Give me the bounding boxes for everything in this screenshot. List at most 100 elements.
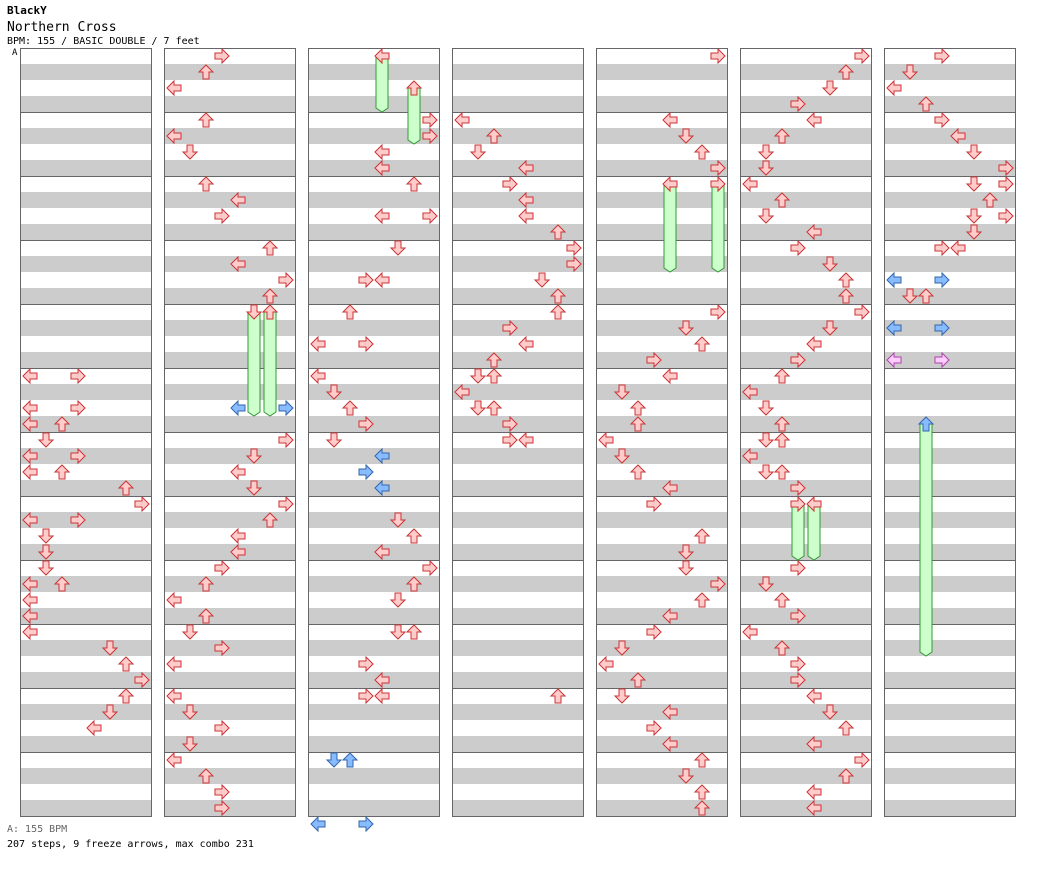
stripe (884, 672, 1016, 688)
down-arrow-step (245, 448, 263, 464)
up-arrow-step (773, 192, 791, 208)
down-arrow-step (325, 384, 343, 400)
up-arrow-step (549, 304, 567, 320)
song-title: Northern Cross (7, 20, 117, 35)
right-arrow-step (134, 495, 150, 513)
right-arrow-step (790, 95, 806, 113)
down-arrow-step (965, 208, 983, 224)
stripe (164, 544, 296, 560)
right-arrow-step (998, 175, 1014, 193)
stripe (596, 288, 728, 304)
right-arrow-step (214, 719, 230, 737)
right-arrow-step (854, 47, 870, 65)
up-arrow-step (341, 752, 359, 768)
left-arrow-step (518, 191, 534, 209)
stripe (452, 576, 584, 592)
left-arrow-step (518, 335, 534, 353)
down-arrow-step (101, 704, 119, 720)
down-arrow-step (757, 464, 775, 480)
left-arrow-step (230, 255, 246, 273)
right-arrow-step (934, 271, 950, 289)
freeze-arrow (375, 55, 389, 113)
left-arrow-step (230, 399, 246, 417)
up-arrow-step (693, 784, 711, 800)
up-arrow-step (773, 368, 791, 384)
up-arrow-step (405, 80, 423, 96)
up-arrow-step (197, 112, 215, 128)
left-arrow-step (22, 415, 38, 433)
left-arrow-step (806, 735, 822, 753)
right-arrow-step (214, 639, 230, 657)
stripe (596, 448, 728, 464)
stripe (740, 544, 872, 560)
right-arrow-step (790, 671, 806, 689)
down-arrow-step (757, 160, 775, 176)
stripe (308, 480, 440, 496)
stripe (740, 672, 872, 688)
down-arrow-step (757, 208, 775, 224)
stripe (452, 768, 584, 784)
down-arrow-step (245, 480, 263, 496)
stripe (452, 320, 584, 336)
left-arrow-step (662, 607, 678, 625)
right-arrow-step (854, 751, 870, 769)
up-arrow-step (917, 96, 935, 112)
stripe (884, 576, 1016, 592)
up-arrow-step (117, 656, 135, 672)
down-arrow-step (37, 432, 55, 448)
stripe (596, 160, 728, 176)
stripe (596, 704, 728, 720)
right-arrow-step (358, 655, 374, 673)
left-arrow-step (374, 47, 390, 65)
left-arrow-step (374, 143, 390, 161)
left-arrow-step (742, 447, 758, 465)
right-arrow-step (646, 351, 662, 369)
right-arrow-step (998, 159, 1014, 177)
left-arrow-step (806, 495, 822, 513)
right-arrow-step (790, 351, 806, 369)
down-arrow-step (613, 688, 631, 704)
left-arrow-step (310, 367, 326, 385)
stripe (20, 192, 152, 208)
down-arrow-step (613, 448, 631, 464)
bpm-summary: A: 155 BPM (7, 824, 68, 835)
chart-column-frame (740, 48, 872, 817)
up-arrow-step (197, 608, 215, 624)
stripe (20, 352, 152, 368)
right-arrow-step (854, 303, 870, 321)
left-arrow-step (662, 479, 678, 497)
left-arrow-step (310, 335, 326, 353)
down-arrow-step (469, 144, 487, 160)
down-arrow-step (821, 704, 839, 720)
down-arrow-step (757, 432, 775, 448)
down-arrow-step (821, 320, 839, 336)
left-arrow-step (166, 591, 182, 609)
right-arrow-step (790, 239, 806, 257)
right-arrow-step (934, 351, 950, 369)
left-arrow-step (454, 383, 470, 401)
right-arrow-step (278, 271, 294, 289)
right-arrow-step (278, 495, 294, 513)
right-arrow-step (358, 335, 374, 353)
stripe (884, 480, 1016, 496)
left-arrow-step (166, 687, 182, 705)
stripe (740, 448, 872, 464)
up-arrow-step (197, 64, 215, 80)
down-arrow-step (181, 736, 199, 752)
up-arrow-step (693, 752, 711, 768)
left-arrow-step (374, 271, 390, 289)
stripe (308, 448, 440, 464)
right-arrow-step (70, 447, 86, 465)
right-arrow-step (790, 495, 806, 513)
down-arrow-step (677, 128, 695, 144)
right-arrow-step (358, 463, 374, 481)
stripe (740, 704, 872, 720)
stripe (452, 512, 584, 528)
up-arrow-step (261, 288, 279, 304)
stripe (308, 544, 440, 560)
left-arrow-step (230, 527, 246, 545)
right-arrow-step (710, 175, 726, 193)
stripe (596, 640, 728, 656)
stripe (740, 160, 872, 176)
left-arrow-step (886, 271, 902, 289)
